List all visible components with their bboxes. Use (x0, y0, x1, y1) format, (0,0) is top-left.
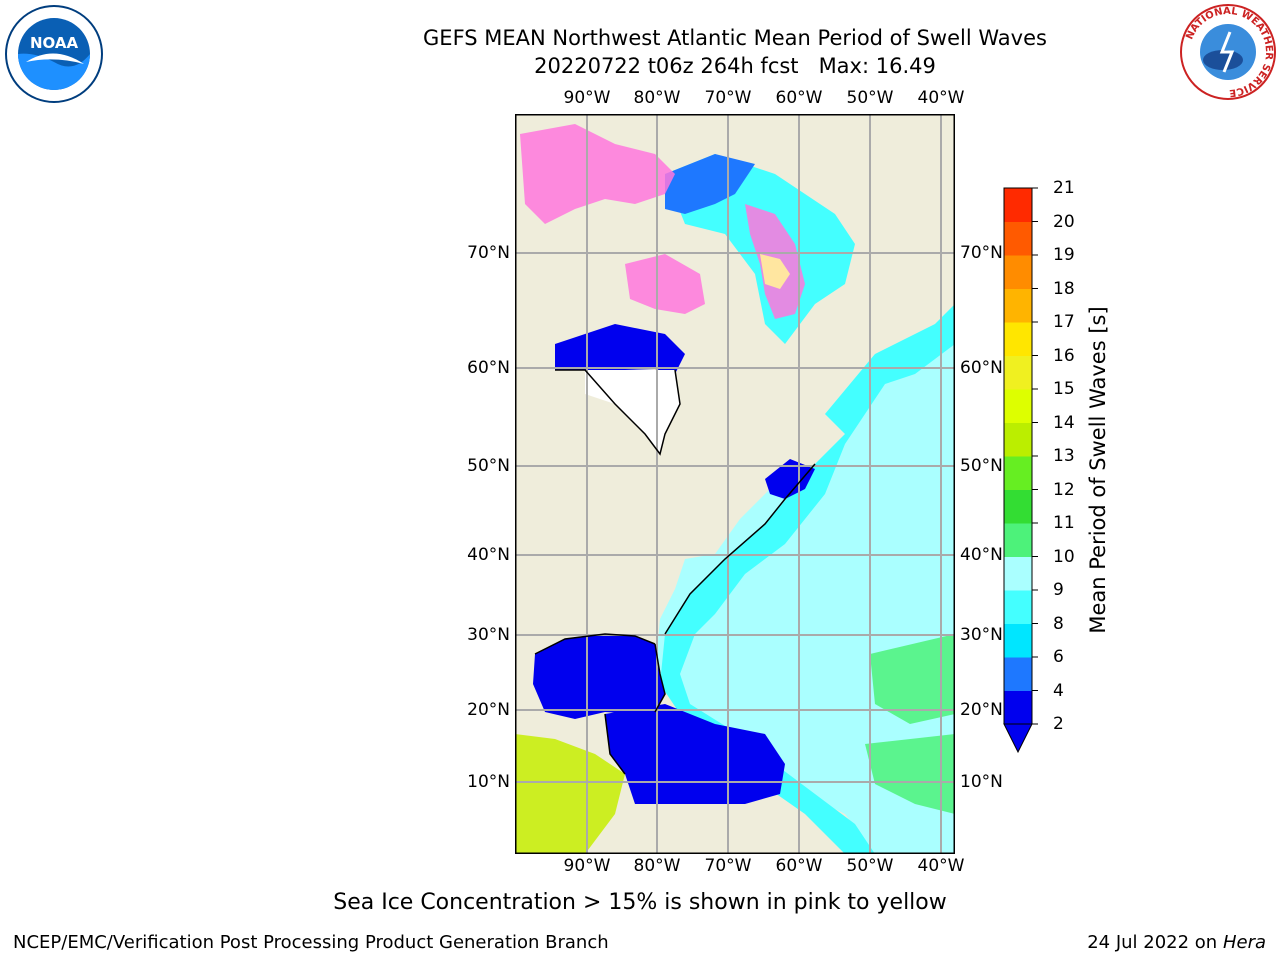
colorbar-tick-label: 11 (1053, 513, 1075, 533)
colorbar-segment (1004, 556, 1032, 591)
lat-label-right-40n: 40°N (960, 545, 1003, 565)
producer-credit: NCEP/EMC/Verification Post Processing Pr… (13, 932, 609, 953)
lon-label-bottom-40w: 40°W (917, 856, 965, 876)
colorbar-tick-label: 8 (1053, 613, 1064, 634)
baffin-dark-swell (665, 154, 755, 214)
colorbar-tick-label: 2 (1053, 714, 1064, 734)
lon-label-bottom-50w: 50°W (846, 856, 894, 876)
green-swell-patch-east (870, 634, 955, 724)
lon-label-bottom-90w: 90°W (563, 856, 611, 876)
colorbar-segment (1004, 221, 1032, 256)
lat-label-left-60n: 60°N (467, 358, 510, 378)
sea-ice-core (760, 254, 790, 289)
colorbar-tick-label: 17 (1053, 312, 1075, 332)
colorbar-tick-label: 10 (1053, 546, 1075, 567)
lon-label-top-50w: 50°W (846, 88, 894, 108)
lon-label-top-80w: 80°W (633, 88, 681, 108)
colorbar-segment (1004, 422, 1032, 457)
production-date: 24 Jul 2022 on Hera (1087, 932, 1266, 953)
lat-label-right-70n: 70°N (960, 243, 1003, 263)
gulf-of-mexico (533, 634, 665, 719)
lat-label-right-10n: 10°N (960, 772, 1003, 792)
lat-label-left-40n: 40°N (467, 545, 510, 565)
colorbar-segment (1004, 523, 1032, 557)
colorbar-segment (1004, 623, 1032, 658)
coastal-swell-band (660, 304, 955, 854)
map-title: GEFS MEAN Northwest Atlantic Mean Period… (423, 26, 1047, 50)
colorbar-segment (1004, 188, 1032, 222)
colorbar-tick-label: 16 (1053, 345, 1075, 366)
map-frame (515, 114, 955, 854)
caribbean-sea (605, 704, 785, 804)
colorbar-segment (1004, 389, 1032, 423)
sea-ice-caption: Sea Ice Concentration > 15% is shown in … (333, 890, 947, 915)
lon-label-top-90w: 90°W (563, 88, 611, 108)
lat-label-right-50n: 50°N (960, 456, 1003, 476)
colorbar-tick-label: 15 (1053, 379, 1075, 399)
lat-label-right-60n: 60°N (960, 358, 1003, 378)
lat-label-right-20n: 20°N (960, 700, 1003, 720)
colorbar-segment (1004, 255, 1032, 289)
swell-period-map (515, 114, 955, 858)
colorbar-tick-label: 20 (1053, 211, 1075, 232)
lon-label-bottom-70w: 70°W (704, 856, 752, 876)
footer-host: Hera (1222, 932, 1266, 953)
arctic-sea-ice (520, 124, 675, 224)
lon-label-top-70w: 70°W (704, 88, 752, 108)
hudson-sea-ice (625, 254, 705, 314)
colorbar-segment (1004, 489, 1032, 524)
colorbar-segment (1004, 657, 1032, 691)
colorbar-underflow-arrow (1003, 723, 1033, 754)
colorbar-tick-label: 21 (1053, 178, 1075, 198)
lon-label-top-40w: 40°W (917, 88, 965, 108)
south-america-pacific-swell (515, 734, 625, 854)
noaa-logo: NOAA (4, 4, 104, 108)
colorbar-segment (1004, 690, 1032, 725)
colorbar-segment (1004, 456, 1032, 490)
graticule (515, 114, 955, 854)
colorbar-tick-label: 13 (1053, 446, 1075, 466)
map-subtitle: 20220722 t06z 264h fcst Max: 16.49 (534, 54, 936, 78)
noaa-text: NOAA (30, 34, 79, 52)
colorbar-label: Mean Period of Swell Waves [s] (1086, 306, 1110, 634)
colorbar-tick-label: 19 (1053, 245, 1075, 265)
lat-label-left-50n: 50°N (467, 456, 510, 476)
colorbar-tick-label: 18 (1053, 278, 1075, 299)
lat-label-left-10n: 10°N (467, 772, 510, 792)
colorbar (990, 180, 1050, 794)
lon-label-top-60w: 60°W (775, 88, 823, 108)
lon-label-bottom-60w: 60°W (775, 856, 823, 876)
colorbar-tick-label: 6 (1053, 647, 1064, 667)
colorbar-segment (1004, 355, 1032, 390)
colorbar-tick-label: 9 (1053, 580, 1064, 600)
gulf-of-st-lawrence (765, 459, 815, 499)
colorbar-segment (1004, 288, 1032, 323)
lat-label-left-70n: 70°N (467, 243, 510, 263)
colorbar-tick-label: 4 (1053, 680, 1064, 701)
colorbar-tick-label: 14 (1053, 412, 1075, 433)
coastlines (534, 369, 816, 775)
colorbar-segment (1004, 590, 1032, 624)
colorbar-tick-label: 12 (1053, 479, 1075, 500)
lon-label-bottom-80w: 80°W (633, 856, 681, 876)
colorbar-segment (1004, 322, 1032, 356)
green-swell-patch-south (865, 734, 955, 814)
lat-label-left-30n: 30°N (467, 625, 510, 645)
lat-label-right-30n: 30°N (960, 625, 1003, 645)
nws-logo: NATIONAL WEATHER SERVICE (1178, 2, 1278, 106)
footer-date: 24 Jul 2022 on (1087, 932, 1218, 953)
lat-label-left-20n: 20°N (467, 700, 510, 720)
